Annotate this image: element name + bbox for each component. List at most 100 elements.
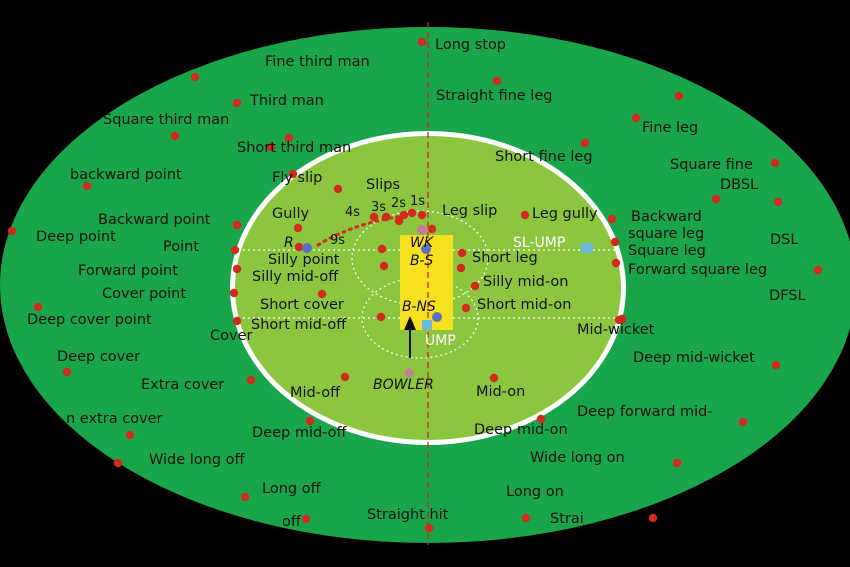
position-label-short-leg-23: Short leg [472, 250, 538, 266]
position-label-mid-off-40: Mid-off [290, 385, 341, 401]
pitch-mark-batsman-striker: B-S [410, 253, 433, 269]
fielder-dot [417, 37, 427, 47]
position-label-long-on-49: Long on [506, 484, 564, 500]
position-label-slips-11: Slips [366, 177, 400, 193]
fielder-dot [229, 288, 239, 298]
fielder-dot [170, 131, 180, 141]
fielder-dot [230, 245, 240, 255]
pitch-mark-wicket-keeper: WK [410, 235, 435, 251]
position-label-cover-point-29: Cover point [102, 286, 186, 302]
fielder-dot [417, 210, 427, 220]
position-labels: Long stop Fine third man Straight fine leg… [27, 37, 806, 530]
position-label-deep-point-19: Deep point [36, 229, 116, 245]
fielder-dot [376, 312, 386, 322]
fielder-dot [813, 265, 823, 275]
fielder-dot [232, 98, 242, 108]
fielder-dot [377, 244, 387, 254]
position-label-silly-point-22: Silly point [268, 252, 340, 268]
position-label-off-51: off [282, 514, 302, 530]
position-label-leg-slip-14: Leg slip [442, 203, 497, 219]
fielder-dot [293, 223, 303, 233]
pitch-mark-bowler: BOWLER [373, 377, 434, 393]
fielder-dot [607, 214, 617, 224]
fielder-dot [266, 142, 276, 152]
fielder-dot [738, 417, 748, 427]
pitch-mark-square-leg-umpire: SL-UMP [513, 235, 565, 251]
position-label-wide-long-on-47: Wide long on [530, 450, 625, 466]
position-label-long-off-48: Long off [262, 481, 322, 497]
position-label-gully-13: Gully [272, 206, 309, 222]
position-label-short-mid-on-32: Short mid-on [477, 297, 571, 313]
bowler-marker [404, 368, 414, 378]
position-label-backward-point-9: backward point [70, 167, 182, 183]
fielder-dot [461, 303, 471, 313]
fielder-dot [470, 281, 480, 291]
position-label-silly-mid-off-27: Silly mid-off [252, 269, 339, 285]
fielder-dot [379, 261, 389, 271]
position-label-mid-wicket-36: Mid-wicket [577, 322, 655, 338]
fielder-dot [399, 210, 409, 220]
position-label-dfsl-30: DFSL [769, 288, 806, 304]
fielder-dots [7, 37, 823, 533]
fielder-dot [317, 289, 327, 299]
position-label-fine-third-man-1: Fine third man [265, 54, 370, 70]
pitch-marks: WK B-S B-NS BOWLER UMP SL-UMP R [284, 235, 565, 393]
pitch-mark-umpire: UMP [425, 333, 456, 349]
slip-mark-9s: 9s [330, 233, 345, 248]
fielder-dot [240, 492, 250, 502]
position-label-fine-leg-5: Fine leg [642, 120, 698, 136]
fielder-dot [369, 212, 379, 222]
slip-mark-1s: 1s [410, 194, 425, 209]
position-label-dsl-20: DSL [770, 232, 798, 248]
slip-mark-3s: 3s [371, 200, 386, 215]
fielder-dot [381, 212, 391, 222]
position-label-forward-square-leg-26: Forward square leg [628, 262, 767, 278]
position-label-deep-mid-off-44: Deep mid-off [252, 425, 348, 441]
fielder-dot [771, 360, 781, 370]
fielder-dot [427, 224, 437, 234]
fielder-dot [456, 263, 466, 273]
position-label-deep-mid-on-45: Deep mid-on [474, 422, 568, 438]
fielder-dot [294, 242, 304, 252]
fielder-dot [340, 372, 350, 382]
position-label-short-mid-off-34: Short mid-off [251, 317, 347, 333]
position-label-n-extra-cover-43: n extra cover [66, 411, 163, 427]
fielder-dot [246, 375, 256, 385]
fielder-dot [190, 72, 200, 82]
position-label-cover-35: Cover [210, 328, 252, 344]
position-label-point-21: Point [163, 239, 199, 255]
fielder-dot [82, 181, 92, 191]
position-label-straight-hit-50: Straight hit [367, 507, 449, 523]
fielder-dot [288, 169, 298, 179]
position-label-square-leg-24: Square leg [628, 243, 706, 259]
fielder-dot [611, 258, 621, 268]
slip-cordon-arc [316, 213, 412, 247]
position-label-square-leg-18: square leg [628, 226, 704, 242]
position-label-long-stop-0: Long stop [435, 37, 506, 53]
wicket-keeper-marker [417, 225, 427, 235]
fielder-dot [773, 197, 783, 207]
fielder-dot [610, 237, 620, 247]
fielder-dot [672, 458, 682, 468]
fielder-dot [457, 248, 467, 258]
fielder-dot [232, 264, 242, 274]
fielder-dot [301, 514, 311, 524]
umpire-marker [422, 320, 432, 330]
fielder-dot [520, 210, 530, 220]
fielder-dot [232, 316, 242, 326]
fielder-dot [333, 184, 343, 194]
square-leg-umpire-marker [581, 243, 593, 253]
position-label-dbsl-12: DBSL [720, 177, 758, 193]
fielder-dot [492, 76, 502, 86]
fielder-dot [232, 220, 242, 230]
fielder-dot [284, 133, 294, 143]
non-striker-marker [432, 312, 442, 322]
position-label-mid-on-41: Mid-on [476, 384, 525, 400]
slip-mark-4s: 4s [345, 205, 360, 220]
batsman-striker-marker [302, 243, 312, 253]
position-label-short-third-man-6: Short third man [237, 140, 351, 156]
position-label-strai-52: Strai [550, 511, 584, 527]
fielder-dot [7, 226, 17, 236]
fielder-dot [33, 302, 43, 312]
fielder-dot [770, 158, 780, 168]
